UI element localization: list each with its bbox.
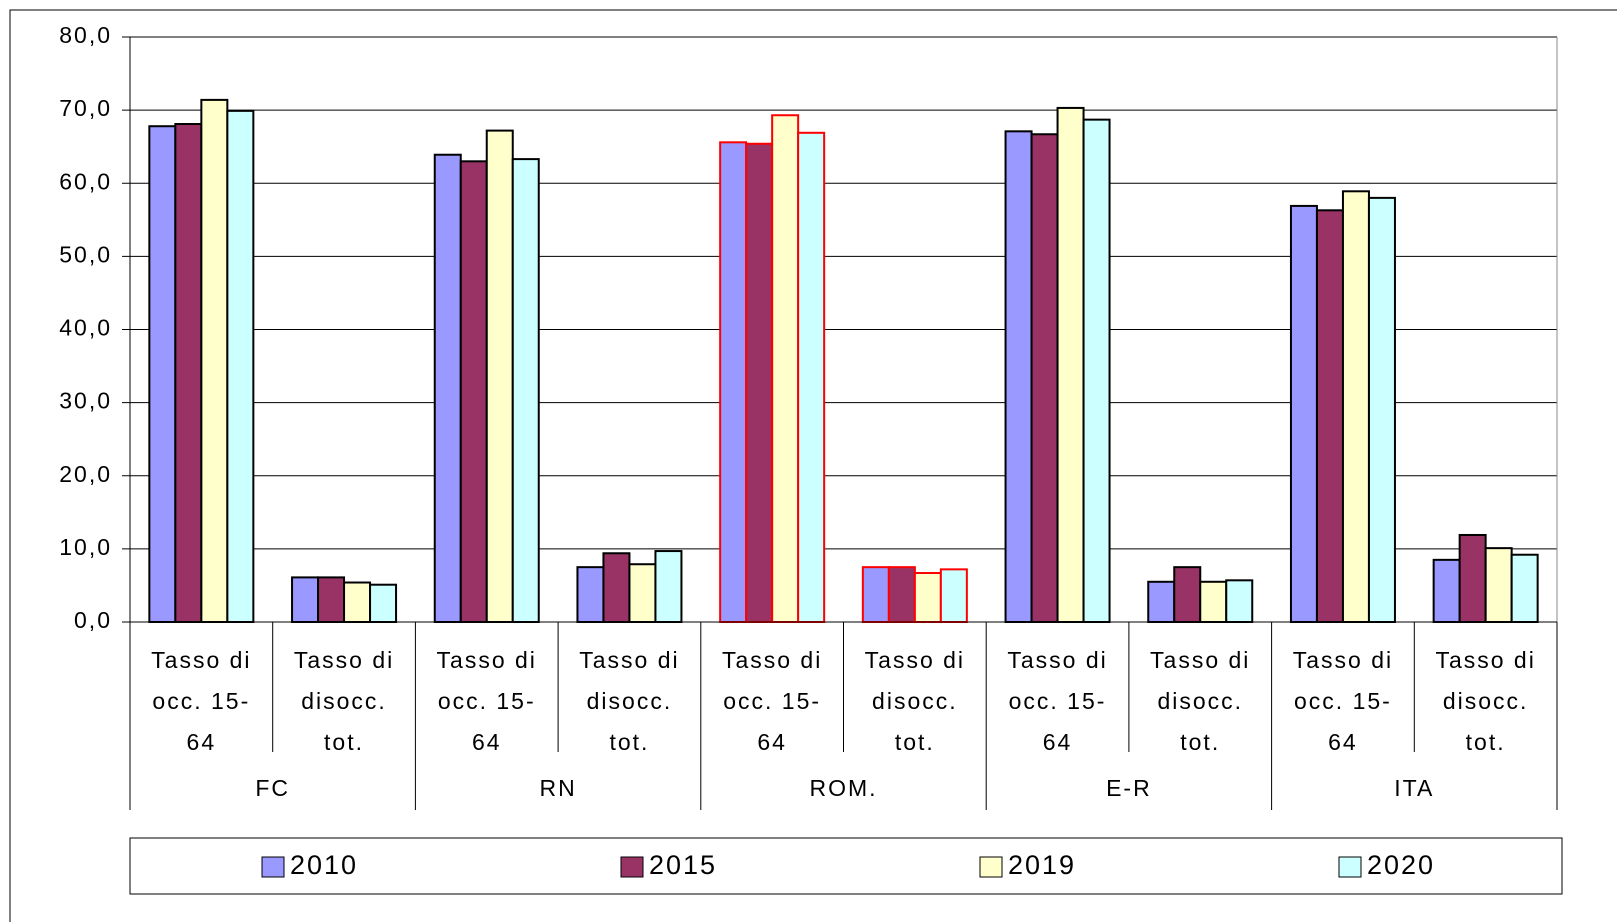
legend-swatch [979,856,1003,878]
bar [628,563,657,624]
x-tick-label: Tasso di occ. 15-64 [436,647,537,755]
bar [576,566,605,623]
chart-border [9,9,1617,922]
bar [745,142,774,623]
x-tick-label: Tasso di occ. 15-64 [1007,647,1108,755]
bar [719,141,748,624]
bar [485,129,514,623]
bar [291,576,320,623]
bar [317,576,346,623]
bar [226,109,255,623]
bar [1173,566,1202,623]
group-label: FC [255,775,291,801]
legend-box [129,837,1563,895]
group-label: ROM. [809,775,878,801]
y-tick-label: 60,0 [59,168,112,194]
bar [1315,209,1344,623]
bar [1484,547,1513,623]
bar [1341,190,1370,623]
x-tick-label: Tasso di disocc. tot. [579,647,680,755]
bar [148,125,177,624]
bar [861,566,890,623]
legend-swatch [620,856,644,878]
x-tick-label: Tasso di disocc. tot. [1150,647,1251,755]
bar [1030,133,1059,623]
legend-label: 2019 [1008,850,1076,880]
bar [1367,196,1396,623]
bar [1289,204,1318,623]
bar [200,98,229,623]
legend-label: 2020 [1367,850,1435,880]
y-tick-label: 20,0 [59,461,112,487]
x-tick-label: Tasso di occ. 15-64 [151,647,252,755]
y-tick-label: 70,0 [59,95,112,121]
x-tick-label: Tasso di disocc. tot. [293,647,395,755]
x-tick-label: Tasso di disocc. tot. [1435,647,1536,755]
bar [1082,118,1111,623]
bar [939,568,968,623]
y-tick-label: 50,0 [59,241,112,267]
bar [1004,130,1033,624]
bar [369,583,398,623]
bar [511,158,540,623]
legend-label: 2015 [649,850,717,880]
x-tick-label: Tasso di occ. 15-64 [1292,647,1394,755]
bar [1458,533,1487,624]
y-tick-label: 40,0 [59,315,112,341]
bar [1199,580,1228,623]
bar [1147,580,1176,623]
bar [1510,553,1539,623]
bar [797,131,826,623]
legend-swatch [261,856,285,878]
bar [433,153,462,623]
bar [771,114,800,624]
y-tick-label: 10,0 [59,534,112,560]
bar [602,552,631,624]
y-tick-label: 30,0 [59,388,112,414]
group-label: ITA [1394,775,1435,801]
legend-label: 2010 [290,850,358,880]
y-tick-label: 0,0 [74,607,112,633]
bar [654,550,683,623]
x-tick-label: Tasso di occ. 15-64 [721,647,823,755]
legend-swatch [1338,856,1362,878]
bar [1225,579,1254,623]
bar [174,123,203,624]
group-label: RN [539,775,577,801]
bar [887,566,916,623]
group-label: E-R [1106,775,1152,801]
y-tick-label: 80,0 [59,22,112,48]
bar [343,581,372,624]
bar [913,572,942,623]
bar [1056,106,1085,623]
x-tick-label: Tasso di disocc. tot. [864,647,966,755]
bar [459,160,488,623]
bar [1432,558,1461,623]
